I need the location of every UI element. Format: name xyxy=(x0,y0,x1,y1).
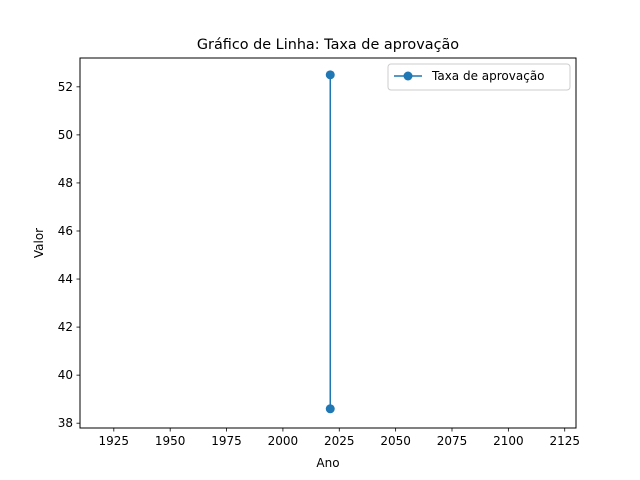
plot-area-frame xyxy=(79,57,577,429)
y-tick-label: 46 xyxy=(58,224,73,238)
x-axis-title: Ano xyxy=(316,456,339,470)
x-tick-label: 2075 xyxy=(437,434,468,448)
y-tick-label: 48 xyxy=(58,176,73,190)
y-axis-title: Valor xyxy=(32,228,46,258)
x-tick-label: 1975 xyxy=(211,434,242,448)
x-tick-label: 1950 xyxy=(155,434,186,448)
x-tick-label: 2050 xyxy=(380,434,411,448)
y-tick-label: 50 xyxy=(58,128,73,142)
x-tick-label: 2025 xyxy=(324,434,355,448)
y-tick-label: 52 xyxy=(58,80,73,94)
series-layer xyxy=(325,70,335,414)
x-tick-label: 2125 xyxy=(549,434,580,448)
data-point xyxy=(325,70,335,80)
y-tick-label: 38 xyxy=(58,416,73,430)
legend-series-marker xyxy=(403,71,413,81)
y-tick-label: 42 xyxy=(58,320,73,334)
legend-series-label: Taxa de aprovação xyxy=(431,69,545,83)
y-tick-label: 44 xyxy=(58,272,73,286)
y-axis: 38 40 42 44 46 48 50 52 xyxy=(58,80,80,430)
y-tick-label: 40 xyxy=(58,368,73,382)
x-axis: 1925 1950 1975 2000 2025 2050 2075 2100 2125 xyxy=(99,428,580,448)
chart-title: Gráfico de Linha: Taxa de aprovação xyxy=(197,37,459,53)
data-point xyxy=(325,404,335,414)
x-tick-label: 2100 xyxy=(493,434,524,448)
legend-frame xyxy=(387,63,571,91)
legend: Taxa de aprovação xyxy=(387,63,571,91)
x-tick-label: 2000 xyxy=(268,434,299,448)
x-tick-label: 1925 xyxy=(99,434,130,448)
